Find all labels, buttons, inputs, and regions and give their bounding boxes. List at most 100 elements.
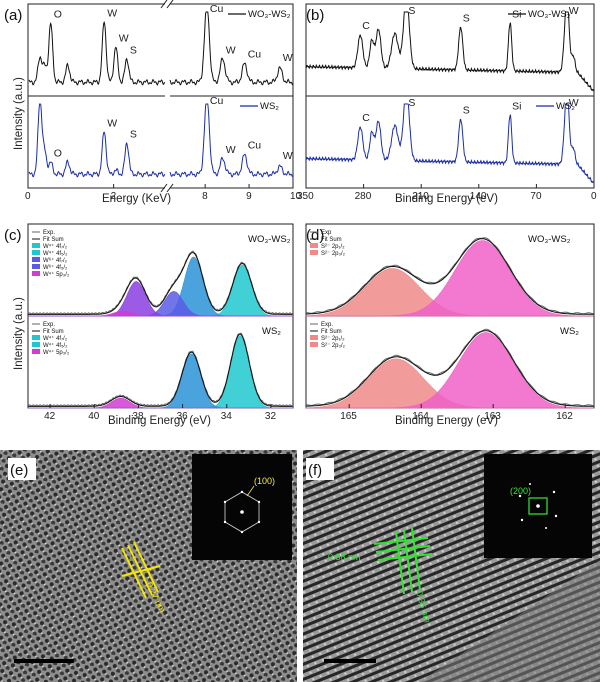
legend-entry: Exp. xyxy=(43,230,55,236)
x-tick-label: 280 xyxy=(355,191,372,202)
lattice-fringe-marker xyxy=(121,541,161,599)
eds-spectrum-line xyxy=(169,103,294,178)
fft-selection-box xyxy=(528,497,548,515)
fit-sum-line xyxy=(306,330,594,407)
panel-f: (200) 0.38 nm 0.36 nm (f) xyxy=(303,450,600,682)
peak-label: W xyxy=(283,52,293,64)
panel-a-bottom-frame xyxy=(27,95,294,189)
experimental-line xyxy=(305,237,594,315)
axis-break-marks xyxy=(160,0,174,193)
axis-break-gap xyxy=(165,2,170,190)
legend-entry: W⁴⁺ 4f₅/₂ xyxy=(43,250,68,257)
legend-entry: Fit Sum xyxy=(321,329,342,335)
legend-swatch xyxy=(32,257,40,262)
legend-swatch xyxy=(32,271,40,276)
legend-entry: W⁶⁺ 4f₇/₂ xyxy=(43,257,68,264)
fit-sum-line xyxy=(28,333,293,407)
x-axis-label: Energy (KeV) xyxy=(102,193,171,205)
panel-label: (f) xyxy=(308,462,322,479)
x-axis-label: Binding Energy (eV) xyxy=(395,193,498,205)
fft-spots xyxy=(223,490,261,534)
peak-label: W xyxy=(107,7,117,19)
legend-entry: Exp. xyxy=(321,322,333,328)
amorphous-region xyxy=(420,560,600,682)
fft-inset xyxy=(192,454,292,560)
x-tick-label: 36 xyxy=(177,411,189,422)
experimental-line xyxy=(305,328,595,407)
fit-component xyxy=(28,397,293,409)
legend-swatch xyxy=(32,349,40,354)
x-tick-label: 162 xyxy=(556,411,573,422)
legend-entry: W⁴⁺ 4f₇/₂ xyxy=(43,243,68,250)
panel-d: 165 164 163 162 (d) Binding Energy (eV) WO₃… xyxy=(305,223,595,427)
panel-b-bottom-frame xyxy=(305,95,595,189)
peak-label: W xyxy=(569,97,579,109)
x-axis-label: Binding Energy (eV) xyxy=(395,415,498,427)
peak-label: S xyxy=(408,97,415,109)
y-axis-label: Intensity (a.u.) xyxy=(13,297,25,370)
sample-label: WS₂ xyxy=(560,326,579,337)
legend-swatch xyxy=(32,335,40,340)
x-tick-label: 2 xyxy=(111,191,117,202)
fft-pointer xyxy=(246,485,255,497)
panel-label: (d) xyxy=(306,227,324,244)
peak-label: W xyxy=(283,150,293,162)
fit-component xyxy=(28,335,293,409)
scale-bar xyxy=(324,659,376,663)
d-spacing-label: 0.38 nm xyxy=(328,552,361,562)
x-axis-label: Binding Energy (eV) xyxy=(108,415,211,427)
legend-entry: S²⁻ 2p₁/₂ xyxy=(321,336,345,342)
legend-entry: W⁴⁺ 4f₇/₂ xyxy=(43,335,68,342)
fft-spots xyxy=(518,483,558,529)
x-tick-label: 210 xyxy=(412,191,429,202)
legend-entry: Exp xyxy=(321,230,332,236)
peak-label: O xyxy=(54,9,62,21)
legend-swatch xyxy=(310,250,318,255)
fit-component xyxy=(306,332,594,409)
legend-entry: S²⁻ 2p₃/₂ xyxy=(321,343,346,349)
x-tick-label: 8 xyxy=(202,191,208,202)
x-tick-label: 140 xyxy=(470,191,487,202)
legend-entry: Fit Sum xyxy=(43,237,64,243)
sample-label: WO₃-WS₂ xyxy=(248,234,291,245)
peak-label: Cu xyxy=(248,140,262,152)
peak-label: S xyxy=(130,129,137,141)
y-axis-label: Intensity (a.u.) xyxy=(13,77,25,150)
peak-label: C xyxy=(362,112,370,124)
peak-label: Si xyxy=(512,101,521,113)
eds-spectrum-line xyxy=(28,103,166,178)
legend-entry: Fit Sum xyxy=(43,329,64,335)
legend-entry: W⁴⁺ 5p₃/₂ xyxy=(43,349,70,356)
peak-label: O xyxy=(54,147,62,159)
peak-label: C xyxy=(362,20,370,32)
x-tick-label: 9 xyxy=(246,191,252,202)
panel-label: (c) xyxy=(4,227,22,244)
x-tick-label: 70 xyxy=(530,191,542,202)
xps-survey-line xyxy=(305,103,595,184)
legend-swatch xyxy=(310,342,318,347)
fit-sum-line xyxy=(306,238,594,315)
panel-label: (a) xyxy=(4,7,22,24)
x-tick-label: 34 xyxy=(221,411,233,422)
peak-label: S xyxy=(463,13,470,25)
legend-swatch xyxy=(32,243,40,248)
legend-entry: WO₃-WS₂ xyxy=(528,9,571,20)
peak-label: Cu xyxy=(210,95,224,107)
peak-label: W xyxy=(107,117,117,129)
fft-label: (100) xyxy=(254,476,275,486)
legend-entry: WS₂ xyxy=(260,101,279,112)
peak-label: S xyxy=(130,44,137,56)
peak-label: S xyxy=(408,5,415,17)
fit-sum-line xyxy=(28,252,293,315)
legend-entry: W⁶⁺ 4f₅/₂ xyxy=(43,264,68,271)
peak-label: W xyxy=(226,44,236,56)
panel-c: 42 40 38 36 34 32 (c) Binding Energy (eV) Int… xyxy=(4,223,294,427)
x-tick-label: 164 xyxy=(412,411,429,422)
x-tick-label: 0 xyxy=(25,191,31,202)
legend-entry: W⁴⁺ 4f₅/₂ xyxy=(43,342,68,349)
legend-entry: WS₂ xyxy=(556,101,575,112)
sample-label: WS₂ xyxy=(262,326,281,337)
x-tick-label: 0 xyxy=(591,191,597,202)
